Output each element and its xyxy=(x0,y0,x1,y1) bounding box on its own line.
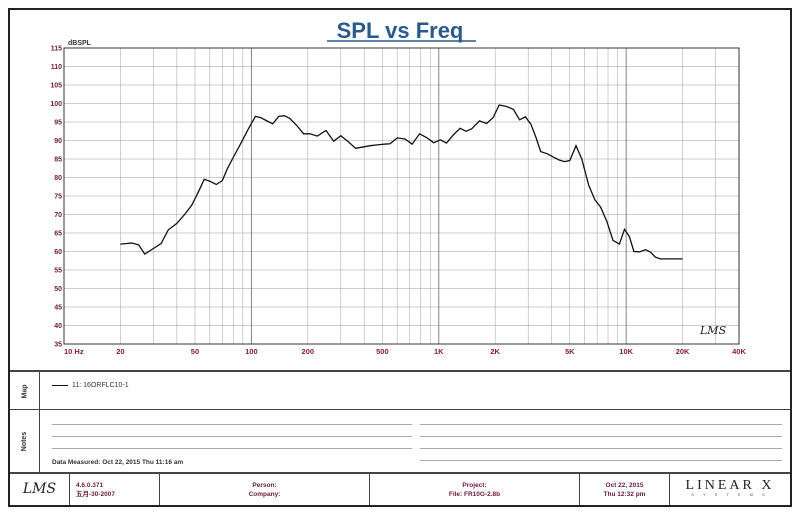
note-line xyxy=(420,424,782,425)
notes-label: Notes xyxy=(20,431,28,451)
note-line xyxy=(52,436,412,437)
x-tick-label: 200 xyxy=(302,347,315,356)
report-frame xyxy=(8,8,792,507)
footer-version-cell: 4.6.0.371 五月-30-2007 xyxy=(70,474,160,505)
file-label: File: FR10G-2.8b xyxy=(448,490,501,498)
note-line xyxy=(52,424,412,425)
project-label: Project: xyxy=(462,481,487,489)
x-tick-label: 20 xyxy=(116,347,124,356)
x-tick-label: 5K xyxy=(565,347,575,356)
footer-date-cell: Oct 22, 2015 Thu 12:32 pm xyxy=(580,474,670,505)
x-tick-label: 10K xyxy=(619,347,633,356)
footer-brand-cell: LINEAR X S Y S T E M S xyxy=(670,474,790,505)
date-measured: Data Measured: Oct 22, 2015 Thu 11:16 am xyxy=(52,459,184,466)
linearx-subtitle: S Y S T E M S xyxy=(691,491,769,497)
spl-chart: SPL vs Freq 115 110 105 100 95 90 85 80 75 70 65 60… xyxy=(50,18,746,356)
y-tick-label: 105 xyxy=(50,83,62,90)
y-tick-label: 80 xyxy=(54,175,62,182)
y-tick-label: 75 xyxy=(54,194,62,201)
map-panel: Map 11: 16ORFLC10-1 xyxy=(10,370,790,410)
version-date: 五月-30-2007 xyxy=(76,490,116,498)
y-tick-label: 70 xyxy=(54,212,62,219)
notes-label-cell: Notes xyxy=(10,410,40,472)
legend-entry: 11: 16ORFLC10-1 xyxy=(52,382,129,389)
map-label-cell: Map xyxy=(10,372,40,410)
footer-date: Oct 22, 2015 xyxy=(605,481,644,489)
grid xyxy=(63,47,740,345)
note-line xyxy=(420,448,782,449)
y-tick-label: 110 xyxy=(51,64,62,71)
y-tick-label: 95 xyxy=(54,120,62,127)
legend-line-swatch xyxy=(52,385,68,386)
y-tick-label: 115 xyxy=(51,46,62,53)
legend-text: 11: 16ORFLC10-1 xyxy=(72,382,129,389)
x-tick-label: 1K xyxy=(434,347,444,356)
note-line xyxy=(420,460,782,461)
linearx-logo: LINEAR X xyxy=(685,477,775,493)
x-tick-label: 10 Hz xyxy=(64,347,84,356)
person-label: Person: xyxy=(252,481,277,489)
x-tick-label: 100 xyxy=(245,347,258,356)
y-axis-unit: dBSPL xyxy=(68,40,92,47)
y-tick-label: 85 xyxy=(54,157,62,164)
y-tick-label: 100 xyxy=(50,101,62,108)
y-tick-label: 45 xyxy=(54,305,62,312)
note-line xyxy=(52,448,412,449)
plot-area-border xyxy=(63,47,740,345)
version-number: 4.6.0.371 xyxy=(76,481,104,489)
chart-title: SPL vs Freq xyxy=(337,18,464,43)
company-label: Company: xyxy=(248,490,281,498)
y-tick-labels: 115 110 105 100 95 90 85 80 75 70 65 60 55 50 45 40 35 xyxy=(50,46,62,349)
notes-panel: Notes Data Measured: Oct 22, 2015 Thu 11… xyxy=(10,410,790,474)
y-tick-label: 65 xyxy=(54,231,62,238)
lms-annotation: LMS xyxy=(699,324,727,337)
x-tick-label: 50 xyxy=(191,347,199,356)
footer-time: Thu 12:32 pm xyxy=(603,490,646,498)
y-tick-label: 50 xyxy=(54,286,62,293)
footer-person-cell: Person: Company: xyxy=(160,474,370,505)
lms-logo: LMS xyxy=(22,481,57,497)
y-tick-label: 90 xyxy=(54,138,62,145)
x-tick-label: 40K xyxy=(732,347,746,356)
x-tick-label: 2K xyxy=(490,347,500,356)
x-tick-labels: 10 Hz 20 50 100 200 500 1K 2K 5K 10K 20K 40K xyxy=(64,347,746,356)
map-label: Map xyxy=(21,384,28,398)
footer-project-cell: Project: File: FR10G-2.8b xyxy=(370,474,580,505)
y-tick-label: 60 xyxy=(54,249,62,256)
footer: LMS 4.6.0.371 五月-30-2007 Person: Company… xyxy=(10,474,790,505)
x-tick-label: 500 xyxy=(376,347,389,356)
series-line-16orflc10-1 xyxy=(120,104,683,260)
y-tick-label: 55 xyxy=(54,268,62,275)
y-tick-label: 40 xyxy=(54,323,62,330)
x-tick-label: 20K xyxy=(676,347,690,356)
y-tick-label: 35 xyxy=(54,342,62,349)
footer-logo-cell: LMS xyxy=(10,474,70,505)
note-line xyxy=(420,436,782,437)
